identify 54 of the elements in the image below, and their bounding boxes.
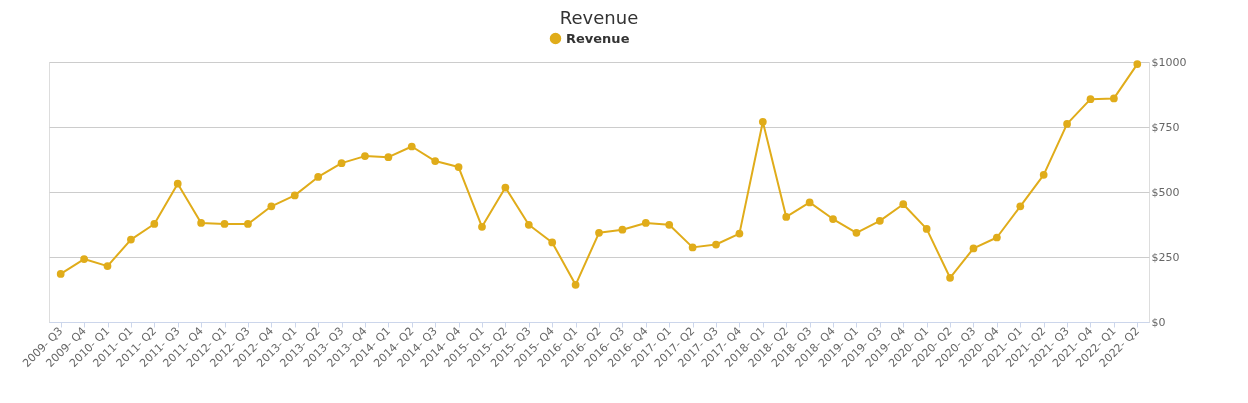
point — [127, 235, 135, 244]
point — [571, 280, 580, 289]
point — [875, 216, 884, 225]
point — [922, 225, 931, 233]
point — [478, 222, 486, 231]
point — [1110, 94, 1118, 103]
point — [56, 270, 65, 278]
legend-label: Revenue — [566, 30, 630, 46]
point — [1016, 202, 1025, 211]
point — [173, 179, 182, 188]
y-tick-label: $250 — [1151, 250, 1180, 264]
point — [758, 117, 767, 126]
point — [197, 219, 205, 227]
point — [80, 255, 88, 263]
point — [314, 173, 323, 181]
point — [407, 142, 416, 151]
point — [829, 215, 837, 223]
point — [618, 225, 627, 234]
point — [688, 243, 697, 252]
point — [946, 273, 954, 282]
point — [665, 220, 674, 229]
y-tick-label: $750 — [1151, 120, 1180, 134]
point — [454, 163, 463, 171]
point — [1133, 60, 1142, 68]
point — [501, 183, 510, 192]
chart-title: Revenue — [559, 7, 639, 28]
point — [641, 219, 650, 227]
point — [1086, 95, 1095, 104]
point — [524, 220, 533, 229]
point — [384, 153, 393, 162]
point — [1039, 170, 1048, 179]
point — [712, 240, 720, 249]
point — [220, 220, 229, 228]
point — [969, 244, 978, 253]
point — [782, 213, 791, 221]
point — [244, 220, 252, 228]
point — [267, 202, 276, 211]
point — [735, 229, 744, 238]
point — [548, 238, 557, 247]
point — [852, 228, 861, 237]
y-tick-label: $500 — [1151, 185, 1180, 199]
point — [595, 228, 603, 237]
point — [899, 200, 908, 209]
point — [150, 220, 159, 228]
point — [361, 152, 369, 160]
point — [337, 159, 346, 168]
y-tick-label: $0 — [1151, 315, 1166, 329]
y-tick-label: $1000 — [1151, 55, 1187, 69]
point — [805, 198, 814, 207]
point — [1063, 120, 1071, 128]
point — [290, 191, 299, 200]
point — [431, 157, 440, 165]
point — [993, 233, 1001, 242]
point — [103, 262, 112, 270]
